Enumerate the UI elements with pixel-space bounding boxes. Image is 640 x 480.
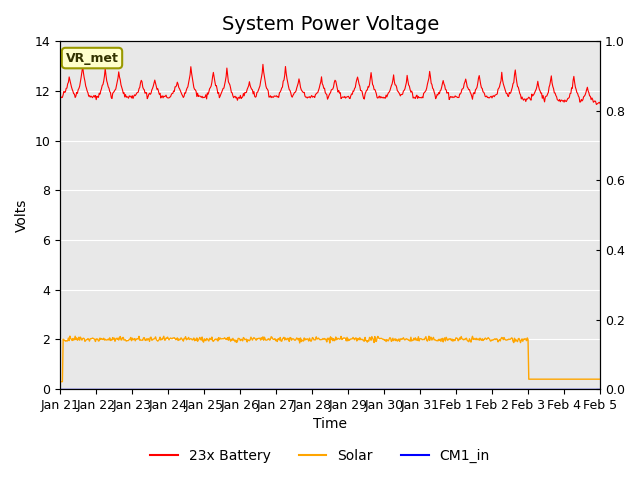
Y-axis label: Volts: Volts (15, 198, 29, 232)
Title: System Power Voltage: System Power Voltage (221, 15, 439, 34)
X-axis label: Time: Time (313, 418, 347, 432)
Legend: 23x Battery, Solar, CM1_in: 23x Battery, Solar, CM1_in (145, 443, 495, 468)
Text: VR_met: VR_met (65, 51, 118, 64)
